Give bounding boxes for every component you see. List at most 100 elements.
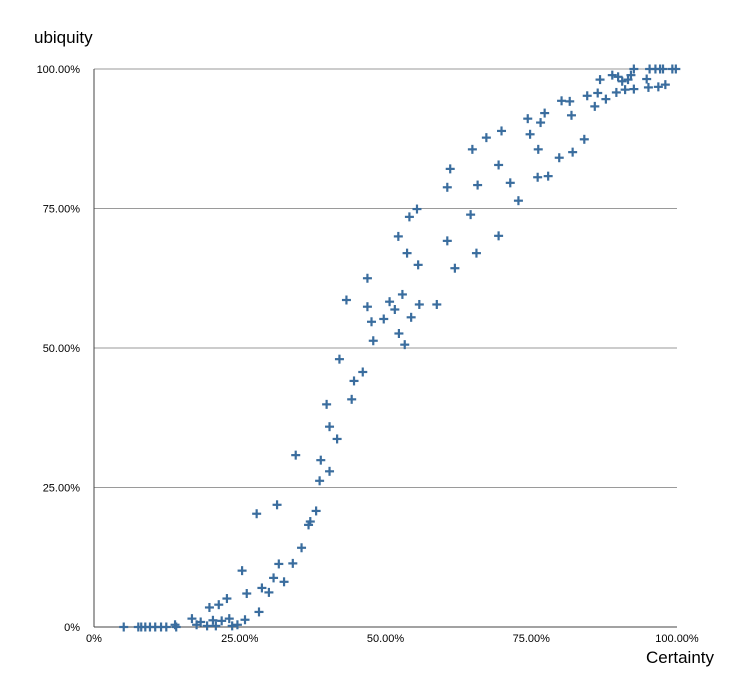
data-point <box>566 110 576 120</box>
data-point <box>202 621 212 631</box>
data-point <box>119 622 129 632</box>
data-point <box>658 64 668 74</box>
data-point <box>385 297 395 307</box>
y-tick-label: 50.00% <box>43 343 81 355</box>
data-point <box>322 399 332 409</box>
data-point <box>629 84 639 94</box>
data-point <box>297 543 307 553</box>
data-point <box>242 589 252 599</box>
data-point <box>341 295 351 305</box>
data-point <box>358 367 368 377</box>
data-point <box>400 340 410 350</box>
data-point <box>222 594 232 604</box>
data-point <box>620 85 630 95</box>
data-point <box>494 160 504 170</box>
data-point <box>406 312 416 322</box>
data-point <box>505 178 515 188</box>
data-point <box>543 171 553 181</box>
data-point <box>362 302 372 312</box>
data-point <box>582 91 592 101</box>
data-point <box>643 82 653 92</box>
data-point <box>533 144 543 154</box>
data-point <box>601 94 611 104</box>
data-point <box>240 615 250 625</box>
y-tick-label: 0% <box>64 622 80 634</box>
data-point <box>497 126 507 136</box>
data-point <box>432 299 442 309</box>
data-point <box>397 289 407 299</box>
data-point <box>565 96 575 106</box>
data-point <box>442 236 452 246</box>
data-point <box>311 506 321 516</box>
data-point <box>211 621 221 631</box>
data-point <box>217 616 227 626</box>
data-point <box>557 96 567 106</box>
data-point <box>607 70 617 80</box>
data-point <box>554 153 564 163</box>
data-point <box>394 328 404 338</box>
y-axis-title: ubiquity <box>34 28 93 47</box>
data-point <box>305 517 315 527</box>
data-point <box>611 87 621 97</box>
data-point <box>671 64 681 74</box>
data-point <box>332 434 342 444</box>
data-point <box>272 500 282 510</box>
data-points <box>119 64 681 632</box>
x-tick-label: 0% <box>86 633 102 645</box>
data-point <box>347 394 357 404</box>
data-point <box>367 317 377 327</box>
y-tick-label: 25.00% <box>43 483 81 495</box>
data-point <box>279 577 289 587</box>
data-point <box>368 336 378 346</box>
axes <box>93 69 677 628</box>
data-point <box>274 559 284 569</box>
data-point <box>349 376 359 386</box>
data-point <box>171 622 181 632</box>
y-tick-label: 75.00% <box>43 204 81 216</box>
data-point <box>252 509 262 519</box>
data-point <box>264 587 274 597</box>
data-point <box>412 204 422 214</box>
data-point <box>579 134 589 144</box>
data-point <box>161 622 171 632</box>
data-point <box>315 476 325 486</box>
data-point <box>450 263 460 273</box>
y-tick-label: 100.00% <box>37 64 81 76</box>
data-point <box>653 82 663 92</box>
data-point <box>466 210 476 220</box>
data-point <box>362 273 372 283</box>
data-point <box>629 64 639 74</box>
grid-lines <box>94 68 677 488</box>
data-point <box>445 164 455 174</box>
data-point <box>626 70 636 80</box>
data-point <box>227 621 237 631</box>
x-tick-label: 25.00% <box>221 633 259 645</box>
data-point <box>481 133 491 143</box>
x-tick-label: 50.00% <box>367 633 405 645</box>
data-point <box>660 80 670 90</box>
tick-labels: 0% 25.00% 50.00% 75.00% 100.00% 0% 25.00% 50.00… <box>37 64 699 645</box>
data-point <box>471 248 481 258</box>
data-point <box>334 354 344 364</box>
data-point <box>393 231 403 241</box>
data-point <box>595 75 605 85</box>
data-point <box>525 129 535 139</box>
data-point <box>617 76 627 86</box>
data-point <box>513 196 523 206</box>
data-point <box>224 614 234 624</box>
data-point <box>642 74 652 84</box>
x-axis-title: Certainty <box>645 648 714 667</box>
data-point <box>414 299 424 309</box>
data-point <box>237 566 247 576</box>
data-point <box>208 615 218 625</box>
data-point <box>187 614 197 624</box>
data-point <box>204 602 214 612</box>
x-tick-label: 75.00% <box>513 633 551 645</box>
data-point <box>269 573 279 583</box>
data-point <box>590 101 600 111</box>
data-point <box>257 583 267 593</box>
data-point <box>473 180 483 190</box>
data-point <box>540 108 550 118</box>
data-point <box>413 260 423 270</box>
